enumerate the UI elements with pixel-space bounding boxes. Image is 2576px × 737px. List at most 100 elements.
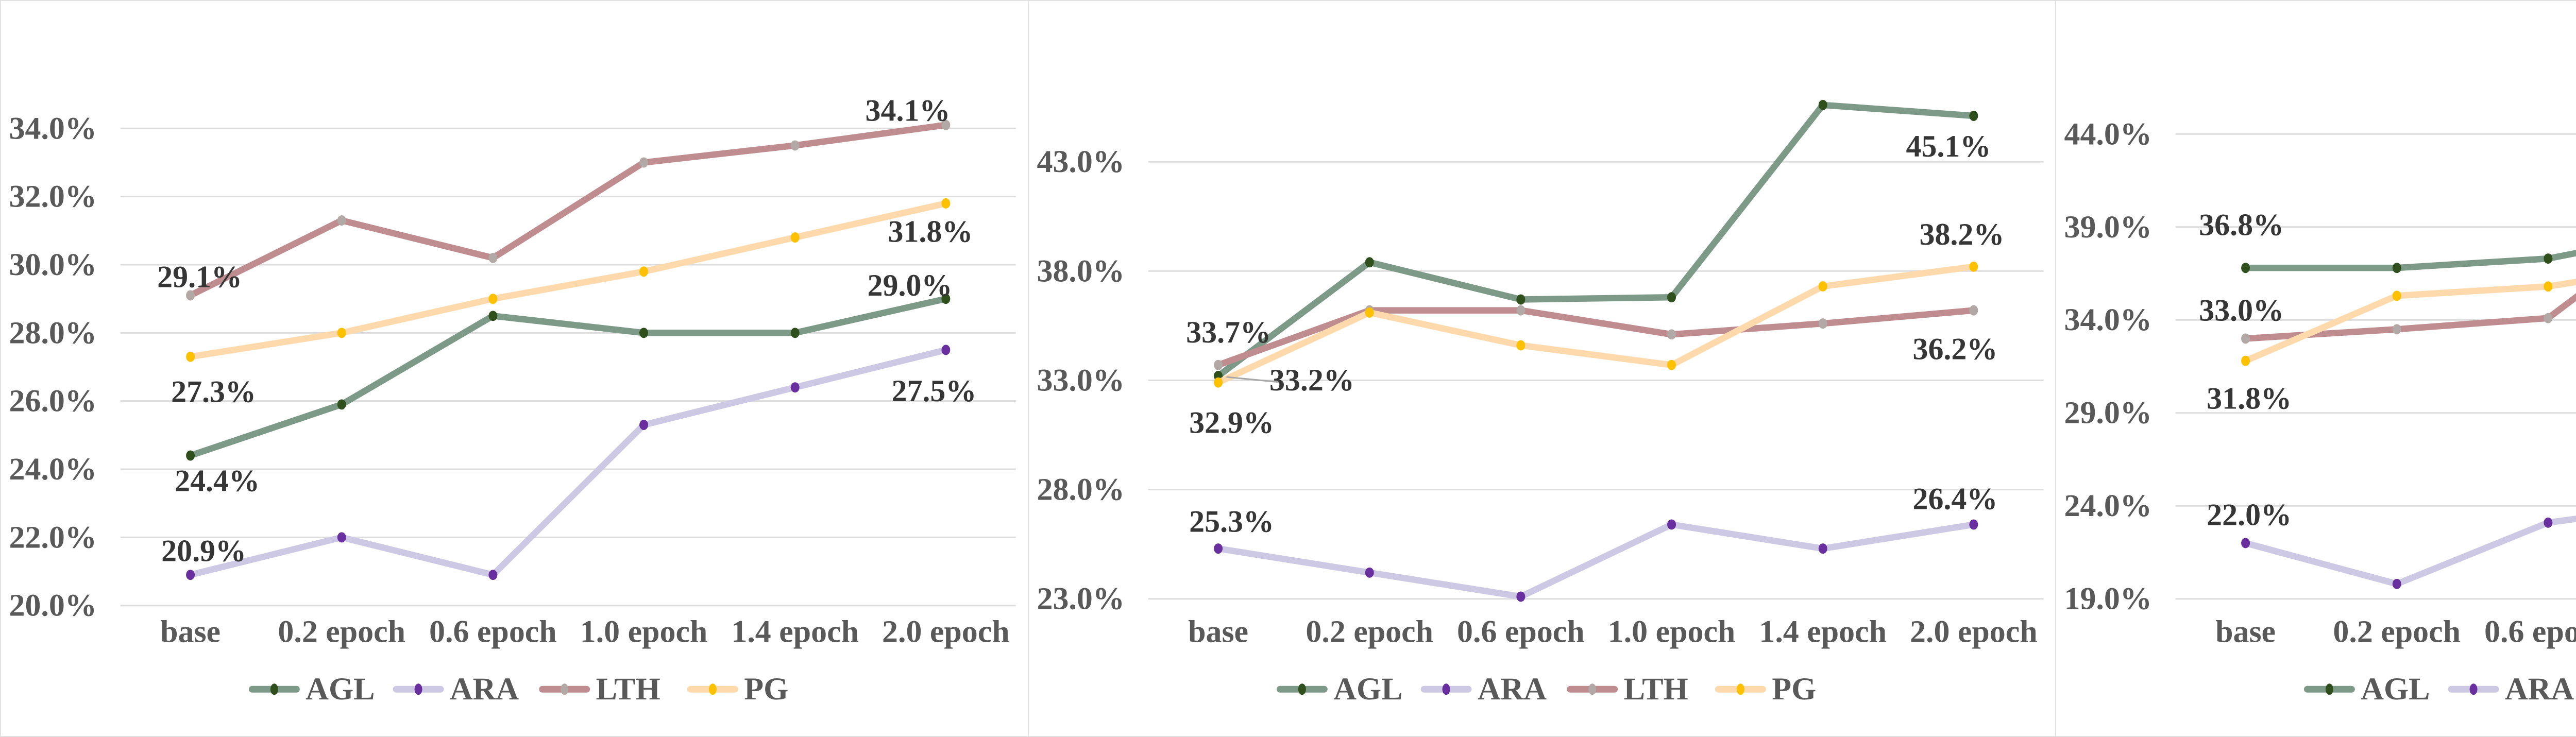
x-axis-category-label: 1.4 epoch — [731, 614, 859, 649]
x-axis-category-label: 1.4 epoch — [1759, 614, 1887, 649]
data-point-marker-LTH-0 — [2241, 333, 2250, 344]
data-point-marker-PG-3 — [639, 266, 649, 277]
data-point-marker-AGL-2 — [2544, 253, 2553, 264]
data-point-marker-LTH-1 — [2393, 324, 2402, 335]
legend-marker-icon — [1588, 683, 1596, 695]
legend-item-label: PG — [744, 672, 788, 707]
series-line-LTH — [1214, 307, 1977, 368]
data-point-marker-PG-0 — [186, 351, 195, 362]
legend-item-label: AGL — [306, 672, 375, 707]
series-line-AGL — [187, 295, 950, 459]
line-chart-2: 43.0% 38.0% 33.0% 28.0% 23.0% base 0.2 epoch 0.… — [1037, 99, 2044, 707]
data-point-marker-AGL-2 — [488, 311, 498, 321]
legend-item-label: ARA — [1478, 672, 1547, 707]
series-line-LTH — [2242, 293, 2576, 342]
data-point-marker-LTH-5 — [941, 119, 951, 130]
x-axis-category-label: 1.0 epoch — [1607, 614, 1735, 649]
data-point-marker-AGL-1 — [2393, 263, 2402, 273]
x-axis-category-label: 0.6 epoch — [1457, 614, 1585, 649]
data-label-AGL-0: 33.2% — [1269, 363, 1354, 397]
x-axis-category-label: 2.0 epoch — [882, 614, 1010, 649]
data-label-ARA-5: 26.4% — [1912, 482, 1997, 516]
y-axis-tick-label: 29.0% — [2064, 396, 2152, 431]
data-label-LTH-0: 29.1% — [157, 260, 242, 294]
legend-marker-icon — [270, 683, 278, 695]
data-point-marker-ARA-0 — [1213, 543, 1223, 554]
data-point-marker-PG-4 — [1818, 281, 1827, 292]
data-point-marker-PG-5 — [1969, 261, 1978, 272]
data-point-marker-AGL-3 — [639, 328, 649, 338]
data-point-marker-PG-2 — [1516, 340, 1526, 351]
y-axis-tick-label: 34.0% — [2064, 302, 2152, 337]
y-axis-tick-label: 23.0% — [1037, 581, 1124, 616]
data-point-marker-ARA-0 — [186, 570, 195, 580]
data-label-AGL-0: 36.8% — [2199, 208, 2284, 242]
data-point-marker-ARA-1 — [2393, 578, 2402, 589]
line-chart-1: 34.0% 32.0% 30.0% 28.0% 26.0% 24.0% 22.0% 20.0%… — [9, 94, 1016, 707]
data-point-marker-AGL-3 — [1667, 292, 1676, 303]
y-axis-tick-label: 19.0% — [2064, 581, 2152, 616]
x-axis-category-label: 2.0 epoch — [1910, 614, 2038, 649]
x-axis-category-label: 0.6 epoch — [2484, 614, 2576, 649]
data-point-marker-PG-1 — [337, 328, 346, 338]
y-axis-tick-label: 44.0% — [2064, 116, 2152, 151]
data-point-marker-AGL-0 — [186, 450, 195, 461]
data-label-AGL-5: 45.1% — [1906, 129, 1991, 163]
data-label-LTH-5: 34.1% — [866, 94, 951, 128]
y-axis-tick-label: 28.0% — [1037, 472, 1124, 507]
y-axis-tick-label: 20.0% — [9, 588, 97, 623]
data-label-LTH-5: 36.2% — [1912, 332, 1997, 366]
data-point-marker-PG-5 — [941, 198, 951, 209]
legend-item-label: PG — [1772, 672, 1816, 707]
y-axis-tick-label: 30.0% — [9, 247, 97, 282]
legend-marker-icon — [414, 683, 422, 695]
series-line-LTH — [187, 122, 950, 299]
x-axis-category-label: 0.2 epoch — [278, 614, 405, 649]
x-axis-category-label: base — [1188, 614, 1248, 649]
x-axis-category-label: 1.0 epoch — [580, 614, 708, 649]
data-point-marker-ARA-1 — [337, 532, 346, 543]
legend-item-LTH: LTH — [539, 672, 660, 707]
line-chart-3: 44.0% 39.0% 34.0% 29.0% 24.0% 19.0% base 0.2 ep… — [2064, 116, 2576, 707]
legend-marker-icon — [1442, 683, 1450, 695]
legend-marker-icon — [708, 683, 717, 695]
data-point-marker-PG-4 — [790, 232, 800, 243]
legend-marker-icon — [2469, 683, 2478, 695]
y-axis-tick-label: 28.0% — [9, 315, 97, 350]
data-point-marker-LTH-3 — [639, 157, 649, 168]
data-point-marker-ARA-5 — [1969, 519, 1978, 530]
data-point-marker-ARA-2 — [488, 570, 498, 580]
x-axis-category-label: 0.2 epoch — [1306, 614, 1433, 649]
chart-panel-1: 34.0% 32.0% 30.0% 28.0% 26.0% 24.0% 22.0% 20.0%… — [1, 1, 1028, 736]
data-label-ARA-0: 22.0% — [2207, 498, 2292, 532]
data-point-marker-ARA-3 — [1667, 519, 1676, 530]
data-point-marker-PG-0 — [1213, 377, 1223, 388]
data-point-marker-AGL-4 — [790, 328, 800, 338]
data-point-marker-LTH-3 — [1667, 329, 1676, 340]
y-axis-tick-label: 38.0% — [1037, 253, 1124, 288]
series-line-ARA — [2242, 516, 2576, 588]
data-point-marker-LTH-5 — [1969, 305, 1978, 316]
series-line-ARA — [187, 347, 950, 578]
data-point-marker-LTH-0 — [1213, 359, 1223, 370]
data-label-LTH-0: 33.0% — [2199, 294, 2284, 328]
y-axis-tick-label: 24.0% — [2064, 488, 2152, 523]
x-axis-category-label: 0.6 epoch — [429, 614, 557, 649]
data-point-marker-ARA-4 — [790, 382, 800, 393]
legend-item-label: AGL — [1333, 672, 1402, 707]
data-label-ARA-5: 27.5% — [891, 374, 976, 408]
data-point-marker-AGL-5 — [941, 294, 951, 304]
legend: AGL ARA LTH PG — [248, 672, 788, 707]
data-point-marker-AGL-5 — [1969, 111, 1978, 121]
data-label-PG-0: 31.8% — [2207, 382, 2292, 416]
data-label-PG-5: 38.2% — [1919, 217, 2004, 251]
data-point-marker-ARA-4 — [1818, 543, 1827, 554]
data-label-AGL-0: 24.4% — [175, 464, 260, 498]
legend: AGL ARA LTH PG — [1276, 672, 1816, 707]
y-axis-tick-label: 39.0% — [2064, 210, 2152, 245]
data-point-marker-ARA-5 — [941, 345, 951, 355]
data-point-marker-ARA-0 — [2241, 538, 2250, 549]
y-axis-tick-label: 26.0% — [9, 384, 97, 419]
data-label-ARA-0: 20.9% — [161, 534, 246, 568]
